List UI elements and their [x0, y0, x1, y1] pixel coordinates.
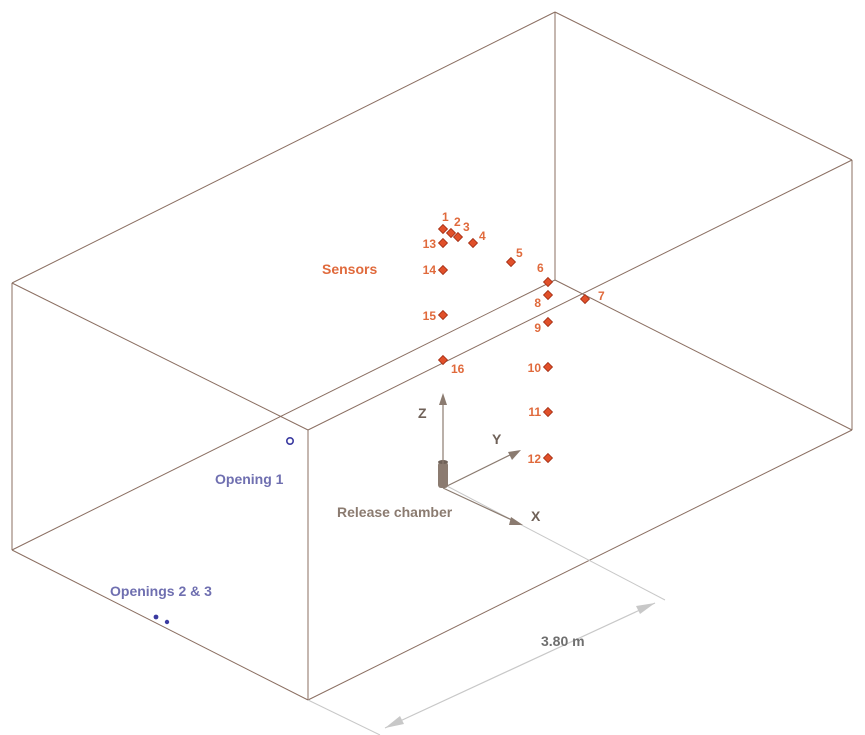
coordinate-axes — [439, 393, 523, 525]
sensor-15-marker — [437, 309, 449, 321]
sensor-10-marker — [542, 361, 554, 373]
dimension-arrowhead-end — [636, 603, 655, 614]
sensor-8-marker — [542, 289, 554, 301]
sensor-4-label: 4 — [479, 229, 486, 243]
sensor-14-label: 14 — [423, 263, 437, 277]
release-chamber-label: Release chamber — [337, 504, 453, 520]
x-axis-label: X — [531, 508, 541, 524]
x-axis-arrowhead — [509, 517, 523, 525]
sensor-14-marker — [437, 264, 449, 276]
sensor-16-marker — [437, 354, 449, 366]
sensor-5-label: 5 — [516, 246, 523, 260]
sensor-9-label: 9 — [534, 321, 541, 335]
opening-1-marker — [285, 436, 294, 445]
sensor-1-marker — [437, 223, 449, 235]
sensor-13-marker — [437, 237, 449, 249]
sensor-12-marker — [542, 452, 554, 464]
z-axis-label: Z — [418, 405, 427, 421]
sensor-3-marker — [452, 231, 464, 243]
openings-2-3-markers — [153, 614, 170, 625]
sensor-11-label: 11 — [528, 405, 541, 419]
sensor-3-label: 3 — [463, 220, 470, 234]
sensor-2-label: 2 — [454, 215, 461, 229]
room-box — [11, 11, 853, 701]
sensor-15-label: 15 — [423, 309, 437, 323]
dimension-label: 3.80 m — [541, 633, 585, 649]
sensor-7-marker — [579, 293, 591, 305]
sensor-10-label: 10 — [528, 361, 542, 375]
sensor-8-label: 8 — [534, 296, 541, 310]
sensor-1-label: 1 — [442, 210, 449, 224]
sensor-16-label: 16 — [451, 362, 465, 376]
sensor-9-marker — [542, 316, 554, 328]
opening-1-label: Opening 1 — [215, 471, 284, 487]
sensor-6-marker — [542, 276, 554, 288]
sensor-13-label: 13 — [423, 237, 437, 251]
y-axis-arrowhead — [508, 450, 521, 460]
dimension-indicator — [307, 484, 666, 735]
sensor-4-marker — [467, 237, 479, 249]
sensor-11-marker — [542, 406, 554, 418]
sensor-6-label: 6 — [537, 261, 544, 275]
dimension-arrowhead-start — [385, 716, 404, 728]
sensor-12-label: 12 — [528, 452, 542, 466]
sensor-2-marker — [445, 227, 457, 239]
sensor-7-label: 7 — [598, 289, 605, 303]
y-axis-label: Y — [492, 431, 502, 447]
sensor-5-marker — [505, 256, 517, 268]
sensors-title: Sensors — [322, 261, 377, 277]
openings-2-3-label: Openings 2 & 3 — [110, 583, 212, 599]
z-axis-arrowhead — [439, 393, 447, 405]
